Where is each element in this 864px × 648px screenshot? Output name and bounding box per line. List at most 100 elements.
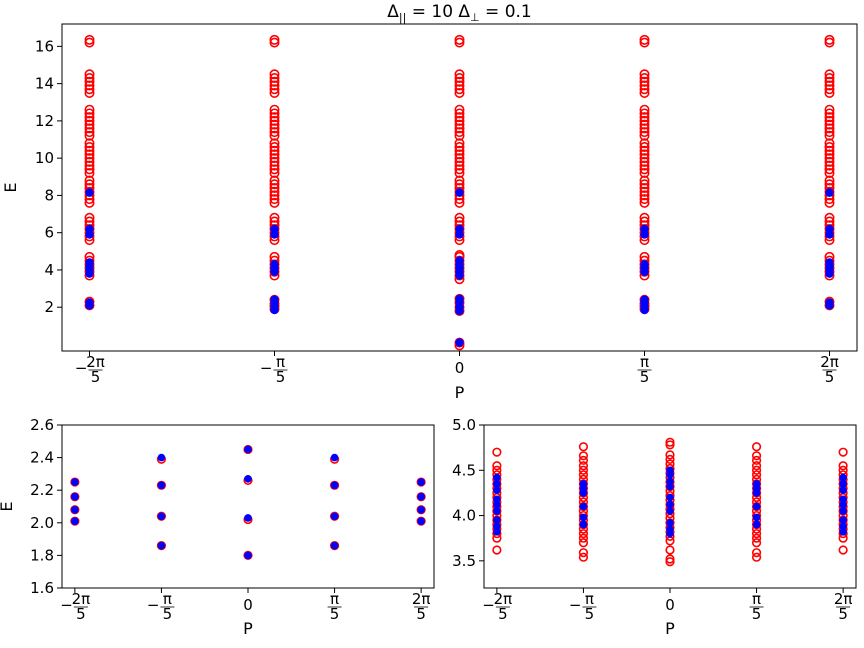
y-tick-label: 2.0	[30, 514, 54, 532]
open-point	[665, 440, 675, 450]
open-point	[639, 182, 650, 193]
filled-point	[455, 256, 464, 265]
open-point	[639, 69, 650, 80]
y-tick-label: 5.0	[452, 416, 476, 434]
filled-point	[752, 480, 761, 488]
x-tick-denominator: 5	[91, 368, 101, 386]
open-point	[824, 73, 835, 84]
open-point	[824, 138, 835, 149]
open-point	[578, 538, 589, 548]
x-tick-numerator: 2π	[834, 590, 853, 608]
open-point	[639, 119, 650, 130]
y-tick-label: 2.4	[30, 449, 54, 467]
filled-point	[666, 477, 674, 485]
open-point	[269, 168, 280, 179]
open-point	[454, 160, 465, 171]
open-point	[639, 197, 650, 208]
open-point	[269, 186, 280, 197]
x-tick-numerator: 2π	[86, 353, 105, 371]
filled-point	[157, 481, 166, 490]
filled-point	[825, 188, 834, 197]
open-point	[639, 130, 650, 141]
x-tick-numerator: π	[752, 590, 761, 608]
filled-point	[157, 541, 166, 550]
open-point	[665, 554, 675, 564]
y-tick-label: 4.5	[452, 461, 476, 479]
x-tick-text: 0	[243, 596, 253, 614]
open-point	[639, 37, 650, 48]
open-point	[84, 160, 95, 171]
open-point	[639, 112, 650, 123]
open-point	[269, 73, 280, 84]
open-point	[578, 442, 589, 452]
series-1	[71, 445, 425, 560]
open-point	[84, 115, 95, 126]
open-point	[84, 168, 95, 179]
open-point	[269, 104, 280, 115]
y-tick-label: 8	[44, 186, 54, 204]
filled-point	[71, 478, 79, 486]
filled-point	[244, 551, 252, 560]
open-point	[269, 37, 280, 48]
filled-point	[579, 502, 588, 511]
x-tick-numerator: 2π	[494, 590, 513, 608]
title-subscript: ||	[399, 11, 406, 24]
filled-point	[417, 517, 425, 525]
open-point	[824, 164, 835, 175]
open-point	[665, 545, 675, 555]
open-point	[492, 545, 502, 555]
x-tick-sign: −	[260, 359, 273, 377]
y-tick-label: 4	[44, 261, 54, 279]
open-point	[751, 548, 762, 558]
filled-point	[666, 482, 674, 491]
x-tick-numerator: 2π	[820, 353, 839, 371]
filled-point	[157, 512, 166, 521]
open-point	[639, 175, 650, 186]
series-1	[85, 188, 834, 347]
open-point	[639, 123, 650, 134]
filled-point	[85, 224, 94, 234]
x-tick-label: − π5	[147, 590, 175, 623]
open-point	[84, 69, 95, 80]
open-point	[639, 141, 650, 152]
x-tick-label: 0	[243, 596, 253, 614]
open-point	[578, 529, 589, 539]
filled-point	[493, 507, 501, 515]
open-point	[824, 69, 835, 80]
open-point	[639, 164, 650, 175]
open-point	[269, 119, 280, 130]
open-point	[84, 87, 95, 98]
filled-point	[640, 224, 649, 234]
open-point	[269, 160, 280, 171]
x-tick-label: −2π5	[60, 590, 90, 623]
open-point	[824, 108, 835, 119]
open-point	[454, 87, 465, 98]
open-point	[84, 175, 95, 186]
open-point	[269, 212, 280, 223]
filled-point	[640, 260, 649, 269]
filled-point	[455, 294, 464, 304]
open-point	[838, 447, 848, 457]
filled-point	[493, 495, 501, 504]
x-tick-numerator: π	[276, 353, 285, 371]
filled-point	[839, 507, 847, 515]
open-point	[639, 73, 650, 84]
filled-point	[244, 445, 252, 454]
open-point	[454, 149, 465, 160]
chart-title: Δ|| = 10 Δ⊥ = 0.1	[387, 2, 531, 24]
open-point	[454, 37, 465, 48]
x-tick-denominator: 5	[416, 605, 426, 623]
open-point	[824, 149, 835, 160]
filled-point	[839, 480, 847, 488]
open-point	[84, 80, 95, 91]
open-point	[84, 34, 95, 45]
open-point	[824, 104, 835, 115]
open-point	[84, 73, 95, 84]
open-point	[454, 156, 465, 167]
filled-point	[839, 500, 847, 509]
open-point	[454, 119, 465, 130]
filled-point	[270, 224, 279, 234]
open-point	[639, 80, 650, 91]
open-point	[454, 34, 465, 45]
